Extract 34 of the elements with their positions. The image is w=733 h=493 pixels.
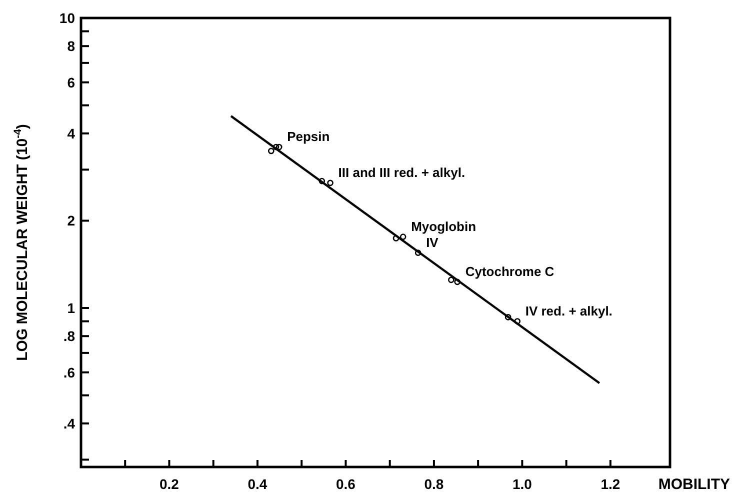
y-tick-label: 4 xyxy=(67,125,76,142)
point xyxy=(276,144,282,150)
point xyxy=(327,180,334,186)
x-axis-title: MOBILITY xyxy=(658,476,730,493)
annotation: III and III red. + alkyl. xyxy=(338,164,466,180)
y-tick-label: 6 xyxy=(67,74,76,90)
point xyxy=(272,144,280,150)
y-tick-label: 10 xyxy=(59,10,76,26)
annotation: Pepsin xyxy=(287,129,330,144)
point xyxy=(504,314,512,320)
y-tick-label: .4 xyxy=(63,415,76,432)
x-tick-label: 0.4 xyxy=(248,476,268,492)
x-tick-label: 0.6 xyxy=(336,476,356,492)
x-tick-label: 1.0 xyxy=(512,476,532,492)
y-tick-label: .8 xyxy=(63,328,76,344)
annotation: Myoglobin xyxy=(411,218,476,234)
point xyxy=(454,278,461,286)
y-tick-label: 8 xyxy=(67,38,76,54)
point xyxy=(400,234,406,240)
point xyxy=(268,148,274,154)
annotation: Cytochrome C xyxy=(465,264,555,279)
y-tick-label: 2 xyxy=(67,212,76,229)
point xyxy=(392,235,400,242)
x-tick-label: 0.8 xyxy=(424,476,444,492)
x-tick-label: 0.2 xyxy=(160,476,180,492)
annotation: IV xyxy=(426,234,439,250)
point xyxy=(318,178,326,184)
point xyxy=(414,250,422,256)
y-tick-label: .6 xyxy=(63,364,76,380)
point xyxy=(514,318,521,324)
point xyxy=(448,276,454,284)
y-tick-label: 1 xyxy=(67,300,76,316)
annotation: IV red. + alkyl. xyxy=(525,303,612,318)
x-tick-label: 1.2 xyxy=(600,476,620,492)
